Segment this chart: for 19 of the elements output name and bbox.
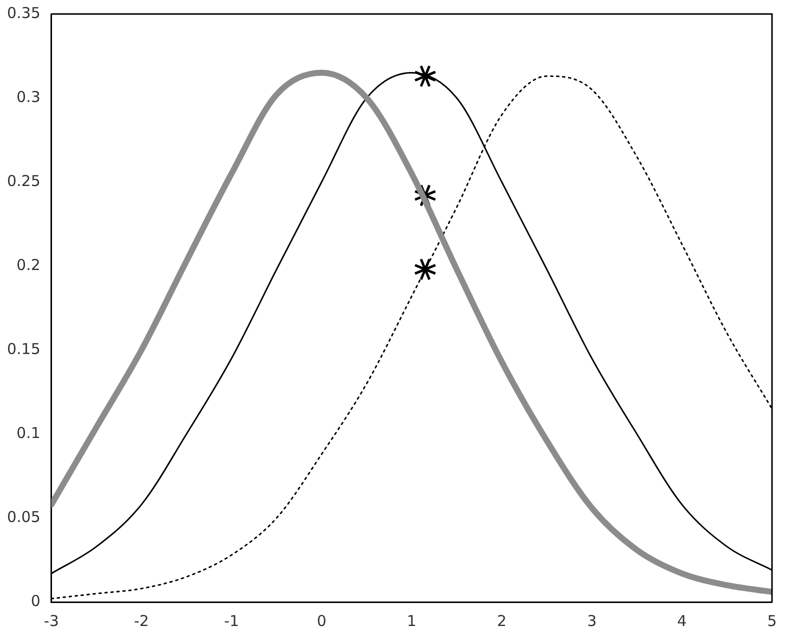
point [414,64,437,88]
point [414,258,437,281]
x-tick-label: -3 [44,612,59,630]
x-tick-label: 4 [677,612,687,630]
y-tick-label: 0.1 [16,424,40,442]
x-tick-label: -1 [224,612,240,630]
x-tick-label: 1 [406,612,416,630]
x-tick-label: -2 [134,612,149,630]
x-tick-label: 3 [587,612,597,630]
y-tick-label: 0.05 [6,508,40,526]
y-tick-label: 0.3 [16,88,40,106]
x-tick-label: 5 [767,612,777,630]
y-tick-label: 0.35 [6,4,40,22]
y-tick-label: 0.15 [6,340,40,358]
x-tick-label: 0 [316,612,326,630]
x-tick-label: 2 [497,612,507,630]
y-tick-label: 0.25 [6,172,40,190]
y-tick-label: 0 [30,592,40,610]
y-tick-label: 0.2 [16,256,40,274]
